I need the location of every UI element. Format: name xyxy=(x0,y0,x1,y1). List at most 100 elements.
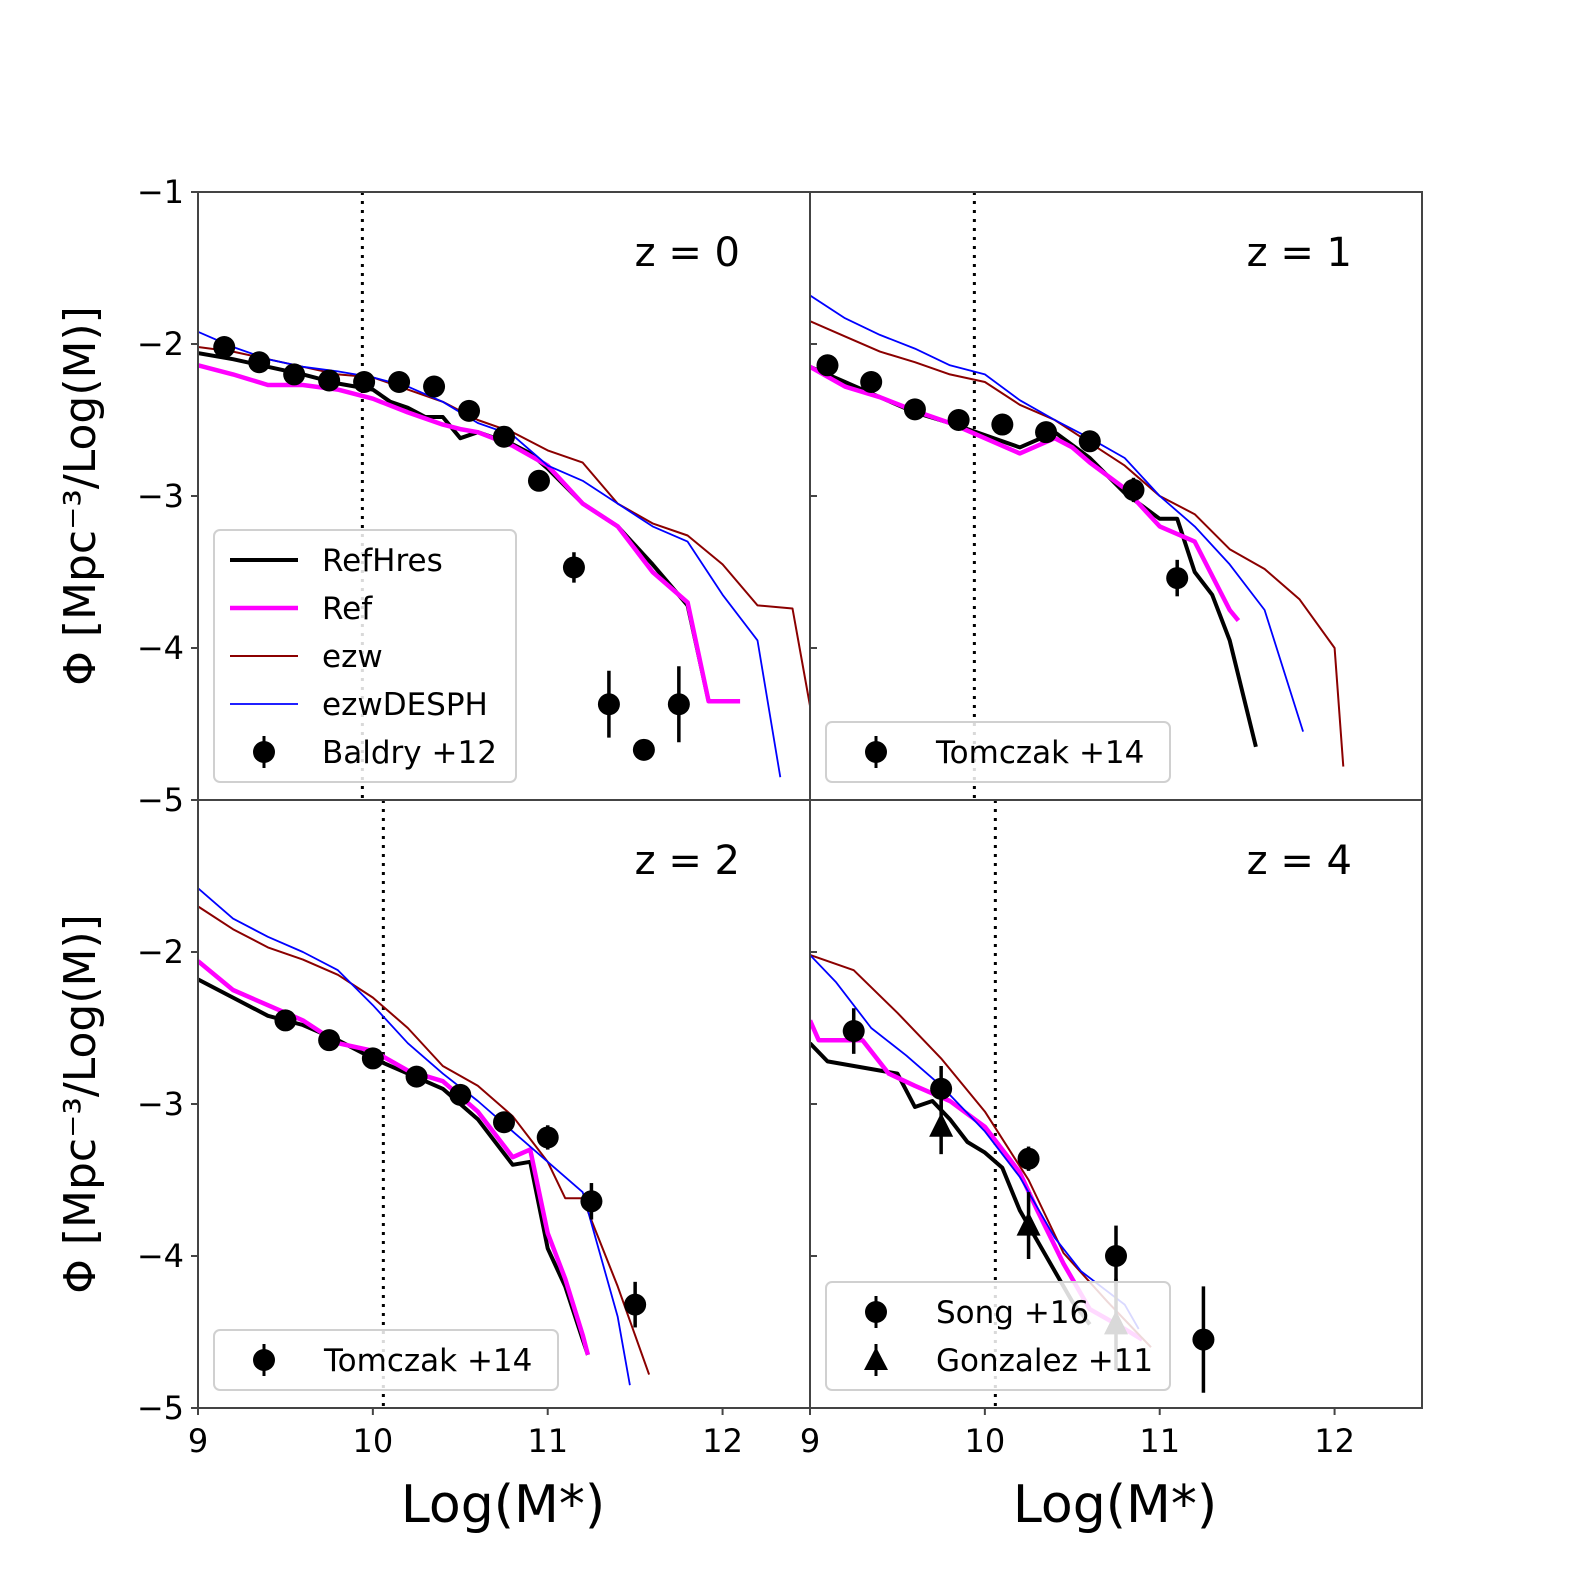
data-point xyxy=(388,371,411,393)
data-point xyxy=(842,1020,865,1043)
data-point xyxy=(930,1077,953,1100)
legend-label: Tomczak +14 xyxy=(323,1343,532,1379)
data-point xyxy=(632,738,655,761)
data-point xyxy=(597,693,620,716)
plot-area xyxy=(810,192,1345,800)
panel-redshift-label: z = 1 xyxy=(1247,230,1352,276)
x-tick-label: 10 xyxy=(352,1422,393,1460)
panel-frame xyxy=(197,799,811,1409)
panel-redshift-label: z = 0 xyxy=(635,230,740,276)
data-point xyxy=(1105,1245,1127,1267)
x-tick-label: 11 xyxy=(527,1422,568,1460)
series-ezwdesph xyxy=(810,954,1140,1330)
legend-box xyxy=(825,1281,1171,1391)
data-point xyxy=(274,1009,297,1032)
legend-label: Song +16 xyxy=(936,1295,1089,1331)
data-point xyxy=(1017,1147,1040,1170)
legend-marker xyxy=(253,1349,275,1371)
data-point-triangle xyxy=(929,1112,954,1137)
legend-label: Gonzalez +11 xyxy=(936,1343,1153,1379)
plot-area xyxy=(198,192,810,800)
legend-box xyxy=(825,721,1171,783)
x-axis-label: Log(M*) xyxy=(1013,1475,1217,1535)
series-ezwdesph xyxy=(198,887,631,1386)
legend-label: ezw xyxy=(322,639,383,675)
x-tick-label: 9 xyxy=(188,1422,208,1460)
data-point xyxy=(1192,1328,1215,1351)
points-tomczak-14 xyxy=(274,1009,647,1328)
legend: Tomczak +14 xyxy=(213,1329,559,1391)
y-tick-label: −5 xyxy=(137,781,184,819)
data-point xyxy=(318,1029,341,1052)
data-point xyxy=(423,375,446,398)
legend-label: Tomczak +14 xyxy=(935,735,1144,771)
data-point xyxy=(213,336,236,359)
data-point xyxy=(991,413,1014,436)
data-point-triangle xyxy=(1016,1211,1041,1236)
y-tick-label: −1 xyxy=(137,173,184,211)
legend-box xyxy=(213,1329,559,1391)
panel-1: −1 −2 −3 −4 −5 z = 0 RefHres Ref ezw ezwDESPH Bald… xyxy=(137,173,811,819)
data-point xyxy=(1166,567,1189,590)
data-point xyxy=(1035,421,1058,444)
legend-box xyxy=(213,529,517,783)
series-refhres xyxy=(810,364,1258,748)
legend: Song +16 Gonzalez +11 xyxy=(825,1281,1171,1391)
y-tick-label: −2 xyxy=(137,933,184,971)
data-point xyxy=(493,1111,515,1134)
data-point xyxy=(536,1126,559,1149)
legend-label: Baldry +12 xyxy=(322,735,497,771)
panel-3: −2 −3 −4 −59 10 11 12 z = 2 Tomczak +14 xyxy=(137,799,811,1460)
data-point xyxy=(527,469,550,492)
y-axis-label: Φ [Mpc⁻³/Log(M)] xyxy=(55,914,106,1294)
panel-frame xyxy=(809,191,1423,801)
x-tick-label: 12 xyxy=(702,1422,743,1460)
data-point xyxy=(947,409,970,431)
series-refhres xyxy=(198,977,590,1356)
series-ref xyxy=(198,959,591,1356)
x-tick-label: 9 xyxy=(800,1422,820,1460)
x-tick-label: 12 xyxy=(1314,1422,1355,1460)
panel-2: z = 1 Tomczak +14 xyxy=(809,191,1423,801)
legend: RefHres Ref ezw ezwDESPH Baldry +12 xyxy=(213,529,517,783)
x-tick-label: 11 xyxy=(1139,1422,1180,1460)
data-point xyxy=(458,399,481,422)
y-tick-label: −2 xyxy=(137,325,184,363)
data-point xyxy=(860,371,883,393)
data-point xyxy=(318,369,341,392)
series-ezw xyxy=(810,320,1345,767)
data-point xyxy=(580,1190,603,1213)
legend-marker xyxy=(253,741,275,763)
data-point xyxy=(903,398,926,421)
data-point xyxy=(248,351,271,374)
data-point xyxy=(449,1083,472,1106)
x-tick-label: 10 xyxy=(964,1422,1005,1460)
legend: Tomczak +14 xyxy=(825,721,1171,783)
panel-4: 9 10 11 12 z = 4 Song +16 Gonzalez +11 xyxy=(800,799,1423,1460)
legend-label: Ref xyxy=(322,591,373,627)
series-ezwdesph xyxy=(810,294,1304,732)
legend-label: RefHres xyxy=(322,543,443,579)
data-point xyxy=(353,371,376,393)
y-tick-label: −4 xyxy=(137,629,184,667)
series-ezw xyxy=(198,905,651,1375)
legend-marker-triangle xyxy=(864,1347,888,1370)
legend-marker xyxy=(865,1301,887,1323)
legend-marker xyxy=(865,741,887,763)
series-refhres xyxy=(810,1041,1092,1326)
data-point xyxy=(493,425,515,448)
panel-redshift-label: z = 4 xyxy=(1247,838,1352,884)
data-point xyxy=(1122,478,1145,501)
y-tick-label: −3 xyxy=(137,1085,184,1123)
data-point xyxy=(361,1047,384,1070)
x-axis-label: Log(M*) xyxy=(401,1475,605,1535)
y-tick-label: −3 xyxy=(137,477,184,515)
points-baldry-12 xyxy=(213,336,690,761)
y-tick-label: −4 xyxy=(137,1237,184,1275)
data-point xyxy=(562,556,585,579)
data-point xyxy=(624,1293,647,1316)
plot-area xyxy=(198,800,651,1408)
points-tomczak-14 xyxy=(816,354,1189,597)
data-point xyxy=(1078,430,1101,453)
